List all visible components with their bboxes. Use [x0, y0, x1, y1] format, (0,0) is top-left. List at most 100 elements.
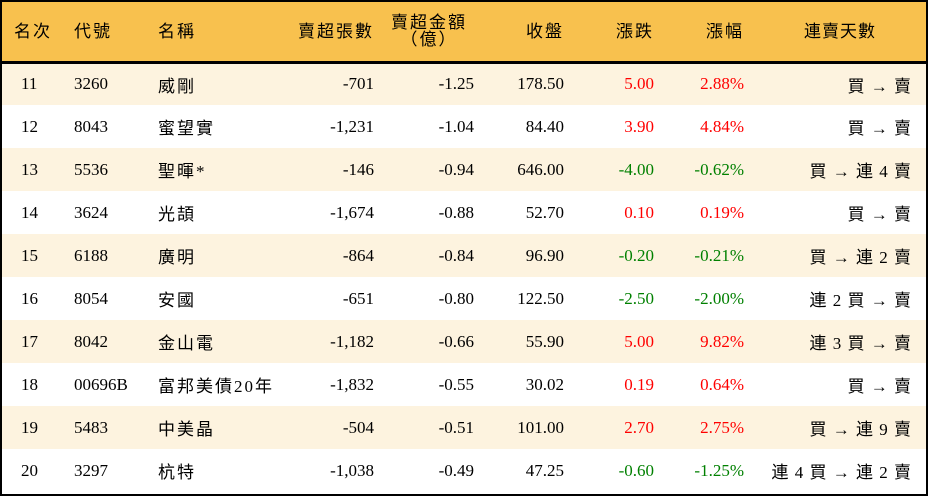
cell-net-sell-amount: -0.51: [438, 417, 474, 437]
cell-code: 3260: [74, 74, 108, 94]
cell-code: 6188: [74, 245, 108, 265]
cell-close: 30.02: [525, 374, 564, 394]
cell-rank: 20: [21, 460, 38, 480]
cell-streak: 連 2 買 → 賣: [809, 291, 912, 310]
cell-rank: 14: [21, 202, 38, 222]
cell-name: 聖暉*: [158, 162, 207, 181]
table-row: 11 3260 威剛 -701 -1.25 178.50 5.00 2.88% …: [2, 62, 926, 105]
cell-change: -0.60: [618, 460, 654, 480]
cell-streak: 買 → 賣: [847, 76, 912, 96]
cell-change-pct: 2.88%: [700, 74, 744, 94]
cell-streak: 連 4 買 → 連 2 賣: [771, 463, 912, 482]
cell-net-sell-amount: -0.55: [438, 374, 474, 394]
table-row: 20 3297 杭特 -1,038 -0.49 47.25 -0.60 -1.2…: [2, 449, 926, 492]
cell-net-sell-lots: -1,674: [330, 202, 374, 222]
cell-streak: 連 3 買 → 賣: [809, 334, 912, 353]
cell-code: 3297: [74, 460, 108, 480]
cell-change-pct: -1.25%: [694, 460, 744, 480]
cell-rank: 15: [21, 245, 38, 265]
column-header-net-sell-amount: 賣超金額 （億）: [374, 2, 474, 62]
cell-code: 00696B: [74, 374, 128, 394]
cell-change-pct: 2.75%: [700, 417, 744, 437]
cell-name: 安國: [158, 291, 196, 310]
cell-net-sell-lots: -504: [342, 417, 374, 437]
table-row: 17 8042 金山電 -1,182 -0.66 55.90 5.00 9.82…: [2, 320, 926, 363]
cell-net-sell-amount: -0.49: [438, 460, 474, 480]
cell-code: 8043: [74, 116, 108, 136]
cell-name: 中美晶: [158, 420, 215, 439]
cell-net-sell-amount: -0.94: [438, 159, 474, 179]
table-header-row: 名次 代號 名稱 賣超張數 賣超金額 （億） 收盤 漲跌 漲幅 連賣天數: [2, 2, 926, 62]
cell-close: 96.90: [525, 245, 564, 265]
cell-net-sell-lots: -1,182: [330, 331, 374, 351]
cell-rank: 13: [21, 159, 38, 179]
table-row: 14 3624 光頡 -1,674 -0.88 52.70 0.10 0.19%…: [2, 191, 926, 234]
cell-net-sell-amount: -1.04: [438, 116, 474, 136]
cell-close: 47.25: [525, 460, 564, 480]
cell-close: 52.70: [525, 202, 564, 222]
cell-net-sell-lots: -146: [342, 159, 374, 179]
column-header-code: 代號: [74, 21, 112, 41]
cell-code: 8042: [74, 331, 108, 351]
cell-name: 光頡: [158, 205, 196, 224]
column-header-net-sell-lots: 賣超張數: [298, 21, 374, 41]
cell-net-sell-amount: -0.66: [438, 331, 474, 351]
cell-code: 8054: [74, 288, 108, 308]
cell-close: 178.50: [517, 74, 564, 94]
cell-change-pct: 0.64%: [700, 374, 744, 394]
cell-streak: 買 → 賣: [847, 205, 912, 224]
cell-streak: 買 → 連 9 賣: [809, 420, 912, 439]
cell-change: -2.50: [618, 288, 654, 308]
column-header-net-sell-amount-line2: （億）: [400, 30, 458, 50]
cell-streak: 買 → 賣: [847, 119, 912, 138]
cell-name: 威剛: [158, 76, 196, 96]
cell-change: -4.00: [618, 159, 654, 179]
table-body: 11 3260 威剛 -701 -1.25 178.50 5.00 2.88% …: [2, 62, 926, 492]
cell-net-sell-lots: -1,231: [330, 116, 374, 136]
cell-name: 廣明: [158, 248, 196, 267]
cell-net-sell-amount: -0.80: [438, 288, 474, 308]
cell-net-sell-amount: -0.84: [438, 245, 474, 265]
column-header-name: 名稱: [158, 21, 196, 41]
cell-net-sell-lots: -651: [342, 288, 374, 308]
cell-name: 杭特: [158, 463, 196, 482]
column-header-change-pct: 漲幅: [706, 21, 744, 41]
cell-change-pct: -0.62%: [694, 159, 744, 179]
column-header-net-sell-amount-line1: 賣超金額: [391, 13, 467, 33]
cell-change-pct: -0.21%: [694, 245, 744, 265]
cell-close: 122.50: [517, 288, 564, 308]
cell-change: 5.00: [624, 74, 654, 94]
table-row: 15 6188 廣明 -864 -0.84 96.90 -0.20 -0.21%…: [2, 234, 926, 277]
cell-rank: 19: [21, 417, 38, 437]
cell-net-sell-lots: -1,832: [330, 374, 374, 394]
column-header-change: 漲跌: [616, 21, 654, 41]
cell-code: 5536: [74, 159, 108, 179]
table-row: 16 8054 安國 -651 -0.80 122.50 -2.50 -2.00…: [2, 277, 926, 320]
cell-streak: 買 → 連 2 賣: [809, 248, 912, 267]
cell-change-pct: 0.19%: [700, 202, 744, 222]
cell-close: 646.00: [517, 159, 564, 179]
cell-change-pct: -2.00%: [694, 288, 744, 308]
cell-close: 101.00: [517, 417, 564, 437]
cell-net-sell-amount: -0.88: [438, 202, 474, 222]
cell-name: 蜜望實: [158, 119, 215, 138]
cell-rank: 11: [21, 74, 38, 94]
cell-rank: 18: [21, 374, 38, 394]
cell-close: 55.90: [525, 331, 564, 351]
cell-change-pct: 9.82%: [700, 331, 744, 351]
cell-name: 金山電: [158, 334, 215, 353]
table-row: 13 5536 聖暉* -146 -0.94 646.00 -4.00 -0.6…: [2, 148, 926, 191]
column-header-streak: 連賣天數: [804, 21, 876, 41]
cell-change: 3.90: [624, 116, 654, 136]
column-header-close: 收盤: [526, 21, 564, 41]
cell-change: 0.10: [624, 202, 654, 222]
cell-change: 2.70: [624, 417, 654, 437]
cell-net-sell-lots: -701: [342, 74, 374, 94]
column-header-rank: 名次: [14, 21, 52, 41]
cell-rank: 16: [21, 288, 38, 308]
cell-change: 5.00: [624, 331, 654, 351]
cell-streak: 買 → 連 4 賣: [809, 162, 912, 181]
cell-net-sell-amount: -1.25: [438, 74, 474, 94]
